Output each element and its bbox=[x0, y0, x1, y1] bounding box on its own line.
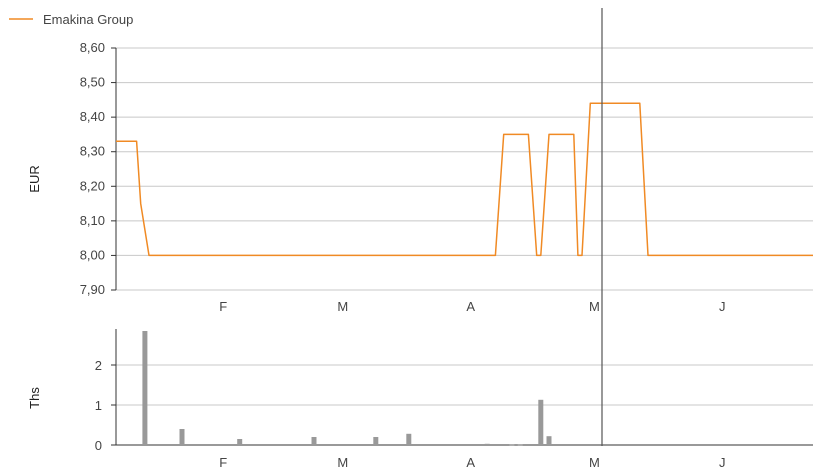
volume-bar[interactable] bbox=[509, 444, 515, 446]
price-y-tick-label: 8,50 bbox=[80, 75, 105, 90]
volume-x-tick-label: A bbox=[466, 455, 475, 470]
volume-bar[interactable] bbox=[406, 433, 412, 445]
volume-panel: 2 1 0 F M A M J bbox=[95, 329, 813, 470]
price-x-tick-label: F bbox=[219, 299, 227, 314]
volume-x-tick-label: F bbox=[219, 455, 227, 470]
price-panel: 8,60 8,50 8,40 8,30 8,20 8,10 8,00 7,90 F M A M J bbox=[80, 40, 813, 314]
legend[interactable]: Emakina Group bbox=[9, 12, 133, 27]
price-y-tick-label: 8,00 bbox=[80, 247, 105, 262]
volume-x-tick-label: J bbox=[719, 455, 726, 470]
volume-y-tick-label: 1 bbox=[95, 398, 102, 413]
price-series-line[interactable] bbox=[116, 102, 813, 257]
volume-bar[interactable] bbox=[237, 439, 243, 445]
price-y-tick-label: 8,40 bbox=[80, 109, 105, 124]
volume-y-tick-label: 0 bbox=[95, 438, 102, 453]
price-y-tick-label: 8,30 bbox=[80, 144, 105, 159]
price-y-tick-label: 8,10 bbox=[80, 213, 105, 228]
volume-y-tick-label: 2 bbox=[95, 358, 102, 373]
price-x-tick-label: A bbox=[466, 299, 475, 314]
volume-x-tick-label: M bbox=[337, 455, 348, 470]
price-x-tick-label: J bbox=[719, 299, 726, 314]
legend-label: Emakina Group bbox=[43, 12, 133, 27]
volume-x-tick-label: M bbox=[589, 455, 600, 470]
price-y-tick-label: 8,60 bbox=[80, 40, 105, 55]
price-x-tick-label: M bbox=[589, 299, 600, 314]
price-y-tick-label: 8,20 bbox=[80, 178, 105, 193]
volume-bar[interactable] bbox=[142, 331, 148, 445]
price-y-tick-label: 7,90 bbox=[80, 282, 105, 297]
volume-bar[interactable] bbox=[546, 436, 552, 445]
price-axis-title: EUR bbox=[27, 165, 42, 192]
volume-bar[interactable] bbox=[538, 399, 544, 445]
volume-bar[interactable] bbox=[179, 429, 185, 445]
volume-bar[interactable] bbox=[311, 437, 317, 445]
volume-bar[interactable] bbox=[517, 444, 523, 446]
volume-bar[interactable] bbox=[373, 437, 379, 445]
price-x-tick-label: M bbox=[337, 299, 348, 314]
volume-axis-title: Ths bbox=[27, 387, 42, 409]
volume-bar[interactable] bbox=[484, 443, 490, 445]
